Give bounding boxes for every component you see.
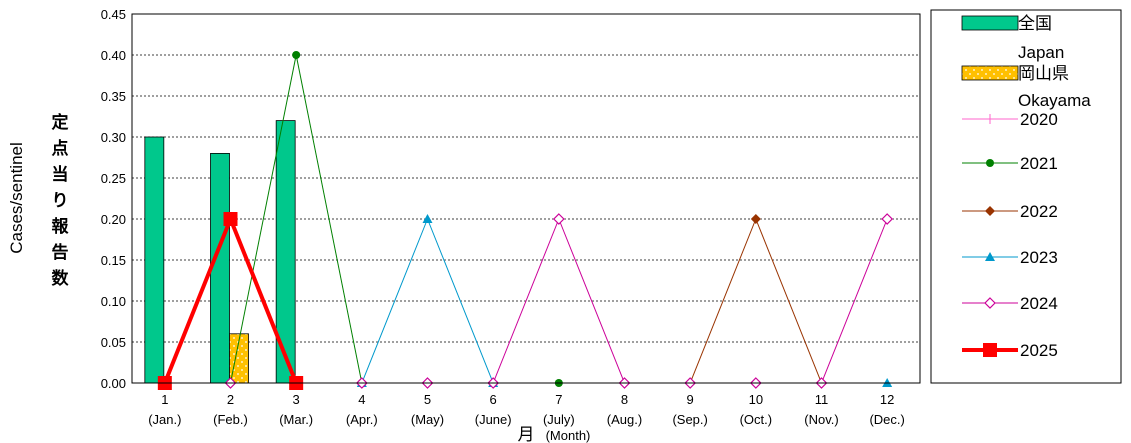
legend-swatch-okayama bbox=[961, 65, 1019, 81]
y-tick-label: 0.10 bbox=[101, 294, 126, 309]
x-tick-label: 8 bbox=[621, 392, 628, 407]
x-axis-label-sub: (Month) bbox=[546, 428, 591, 443]
series-segment-2022 bbox=[755, 218, 822, 384]
series-segment-2021 bbox=[295, 54, 363, 384]
legend-marker-2021 bbox=[986, 159, 994, 167]
legend-label-2021: 2021 bbox=[1020, 154, 1058, 173]
x-tick-label: 1 bbox=[161, 392, 168, 407]
x-tick-label: 7 bbox=[555, 392, 562, 407]
y-axis-label-ja-char: 告 bbox=[52, 242, 69, 262]
x-tick-sublabel: (Feb.) bbox=[213, 412, 248, 427]
legend-label-2023: 2023 bbox=[1020, 248, 1058, 267]
x-tick-label: 3 bbox=[293, 392, 300, 407]
series-segment-2025 bbox=[228, 218, 299, 384]
x-tick-label: 12 bbox=[880, 392, 894, 407]
legend-label-2024: 2024 bbox=[1020, 294, 1058, 313]
point-2023 bbox=[422, 214, 433, 223]
x-tick-sublabel: (Jan.) bbox=[148, 412, 181, 427]
point-2024 bbox=[881, 213, 894, 225]
x-tick-sublabel: (Nov.) bbox=[804, 412, 838, 427]
y-axis-ticks: 0.00 0.05 0.10 0.15 0.20 0.25 0.30 0.35 0.40 0.45 bbox=[101, 7, 126, 391]
y-axis-label: Cases/sentinel bbox=[7, 142, 26, 254]
x-tick-sublabel: (July) bbox=[543, 412, 575, 427]
series-segment-2022 bbox=[689, 218, 757, 384]
x-axis-ticks: 1 (Jan.) 2 (Feb.) 3 (Mar.) 4 (Apr.) 5 (May) 6 (June… bbox=[148, 392, 905, 427]
legend-sublabel-japan: Japan bbox=[1018, 43, 1064, 62]
bars bbox=[144, 120, 296, 384]
x-tick-label: 5 bbox=[424, 392, 431, 407]
series-segment-2024 bbox=[558, 218, 625, 384]
legend-marker-2025 bbox=[983, 343, 997, 357]
y-axis-label-ja-char: り bbox=[52, 191, 69, 210]
y-tick-label: 0.30 bbox=[101, 130, 126, 145]
series-lines bbox=[157, 51, 894, 390]
x-tick-sublabel: (Dec.) bbox=[869, 412, 904, 427]
series-2023 bbox=[356, 214, 893, 387]
series-segment-2025 bbox=[162, 218, 233, 384]
y-tick-label: 0.20 bbox=[101, 212, 126, 227]
x-tick-label: 6 bbox=[490, 392, 497, 407]
y-tick-label: 0.35 bbox=[101, 89, 126, 104]
x-tick-sublabel: (Oct.) bbox=[740, 412, 773, 427]
x-tick-sublabel: (Aug.) bbox=[607, 412, 642, 427]
legend-marker-2022 bbox=[985, 206, 995, 216]
series-segment-2024 bbox=[492, 218, 560, 384]
legend-swatch-japan bbox=[961, 15, 1019, 31]
x-tick-sublabel: (Apr.) bbox=[346, 412, 378, 427]
series-segment-2023 bbox=[361, 218, 428, 384]
y-tick-label: 0.05 bbox=[101, 335, 126, 350]
series-segment-2021 bbox=[230, 54, 297, 384]
bar-japan bbox=[210, 152, 230, 384]
x-tick-label: 9 bbox=[687, 392, 694, 407]
y-axis-label-ja-char: 当 bbox=[52, 164, 69, 184]
point-2024 bbox=[552, 213, 565, 225]
x-tick-sublabel: (May) bbox=[411, 412, 444, 427]
y-tick-label: 0.15 bbox=[101, 253, 126, 268]
x-tick-sublabel: (Mar.) bbox=[279, 412, 313, 427]
y-axis-label-ja-char: 報 bbox=[52, 216, 70, 236]
x-tick-label: 11 bbox=[815, 392, 829, 407]
legend-marker-2023 bbox=[985, 252, 995, 261]
legend-marker-2024 bbox=[984, 297, 996, 309]
legend-label-2022: 2022 bbox=[1020, 202, 1058, 221]
y-tick-label: 0.45 bbox=[101, 7, 126, 22]
y-axis-label-ja-char: 点 bbox=[52, 138, 69, 158]
series-segment-2023 bbox=[427, 218, 494, 384]
point-2025 bbox=[223, 212, 238, 226]
legend-label-2025: 2025 bbox=[1020, 341, 1058, 360]
legend-label-2020: 2020 bbox=[1020, 110, 1058, 129]
y-tick-label: 0.25 bbox=[101, 171, 126, 186]
x-axis-label: 月 bbox=[518, 425, 535, 443]
y-tick-label: 0.00 bbox=[101, 376, 126, 391]
legend-sublabel-okayama: Okayama bbox=[1018, 91, 1091, 110]
legend-label-japan: 全国 bbox=[1018, 14, 1052, 33]
plot-area bbox=[131, 13, 921, 384]
point-2021 bbox=[292, 51, 301, 59]
y-tick-label: 0.40 bbox=[101, 48, 126, 63]
grid bbox=[132, 54, 920, 343]
legend-marker-2020 bbox=[985, 114, 995, 124]
x-tick-sublabel: (June) bbox=[475, 412, 512, 427]
legend-label-okayama: 岡山県 bbox=[1018, 64, 1069, 83]
y-axis-label-ja-char: 数 bbox=[52, 268, 70, 288]
x-tick-label: 2 bbox=[227, 392, 234, 407]
y-axis-label-ja-char: 定 bbox=[52, 112, 69, 132]
x-tick-label: 4 bbox=[358, 392, 365, 407]
bar-japan bbox=[144, 136, 165, 384]
x-tick-sublabel: (Sep.) bbox=[672, 412, 707, 427]
series-segment-2024 bbox=[821, 218, 888, 384]
point-2022 bbox=[750, 214, 761, 224]
x-tick-label: 10 bbox=[749, 392, 763, 407]
